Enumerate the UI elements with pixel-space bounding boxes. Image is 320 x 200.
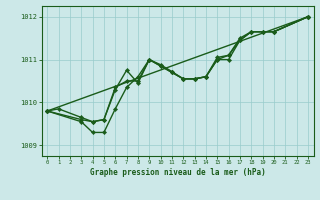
X-axis label: Graphe pression niveau de la mer (hPa): Graphe pression niveau de la mer (hPa) [90, 168, 266, 177]
